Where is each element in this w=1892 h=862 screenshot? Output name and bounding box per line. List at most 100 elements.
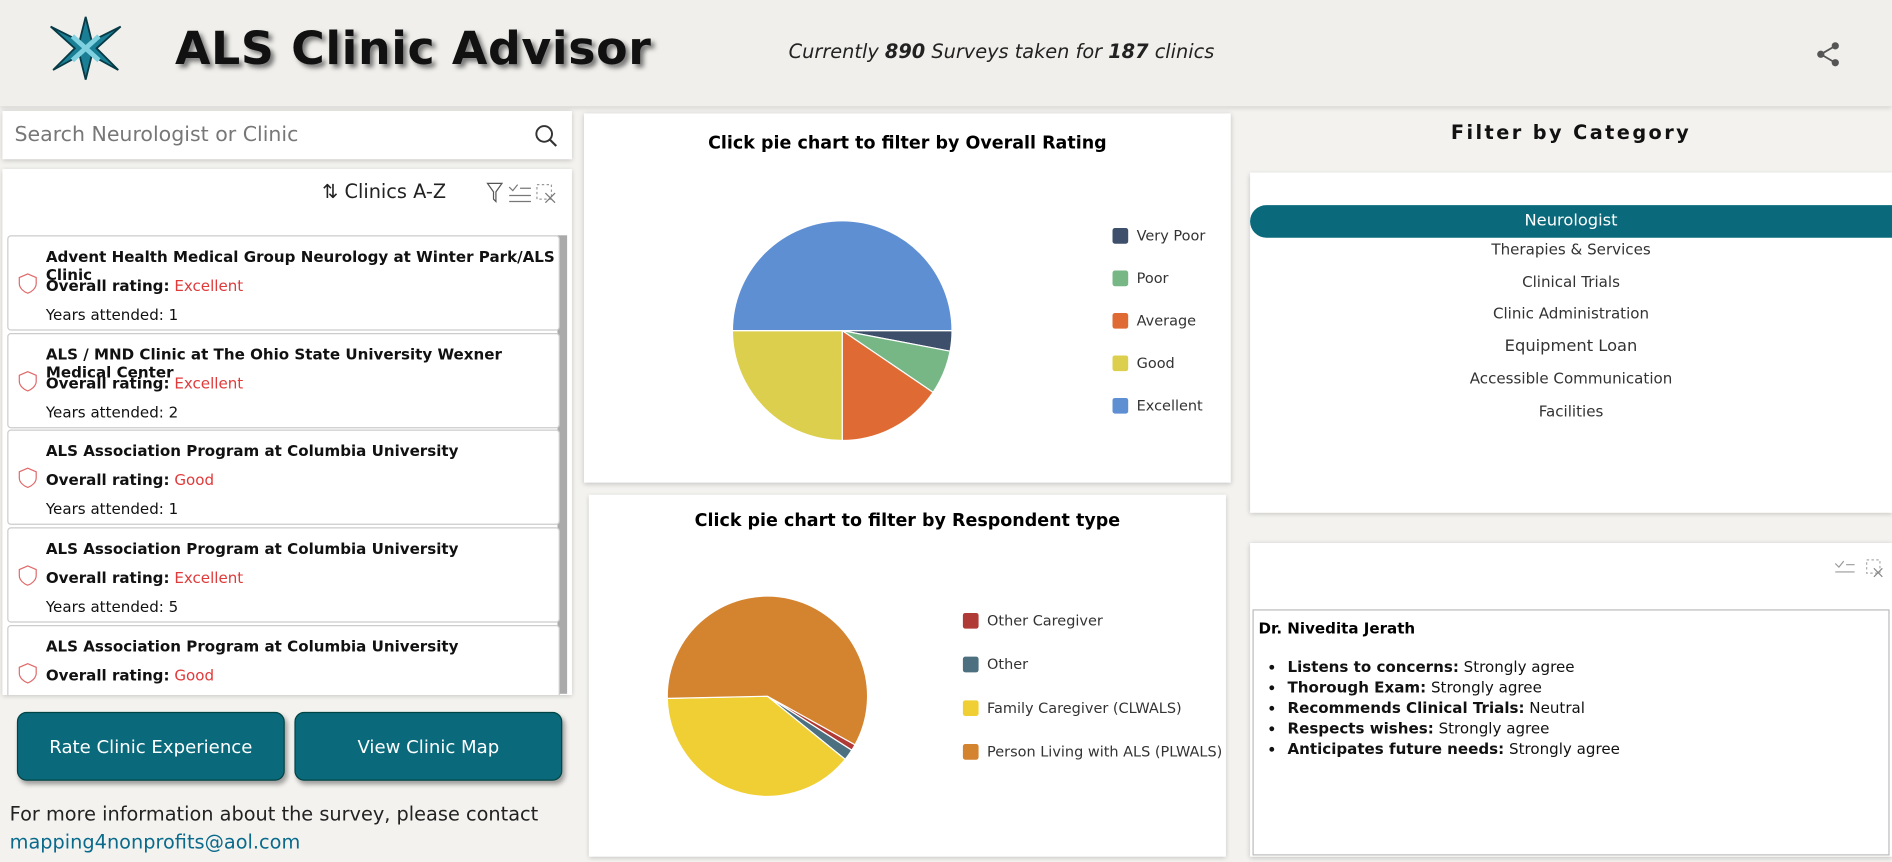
rating-label: Overall rating: [45,568,170,587]
sort-button[interactable]: ⇅ Clinics A-Z [322,179,447,203]
header: ALS Clinic Advisor Currently 890 Surveys… [0,0,1892,107]
detail-item: Listens to concerns: Strongly agree [1287,656,1619,677]
years-attended: Years attended: 1 [45,500,179,519]
pie-chart: Click pie chart to filter by Respondent … [666,511,1222,797]
clinic-icon [18,273,37,294]
list-tools[interactable] [485,181,560,205]
map-button[interactable]: View Clinic Map [294,711,563,781]
filter-item[interactable]: Accessible Communication [1469,368,1673,388]
pie-slice[interactable] [666,695,847,797]
rating-value: Good [174,471,215,490]
legend-swatch [962,656,979,673]
clinic-rating: Overall rating: Excellent [46,568,243,586]
detail-item: Anticipates future needs: Strongly agree [1287,738,1619,759]
legend-swatch [962,744,979,760]
pie-chart: Click pie chart to filter by Overall Rat… [708,134,1206,442]
clinic-card[interactable]: Advent Health Medical Group Neurology at… [7,235,560,331]
rating-label: Overall rating: [45,276,170,295]
text: Currently [788,39,879,63]
legend-label: Other [987,657,1028,673]
clinic-card[interactable]: ALS Association Program at Columbia Univ… [7,430,560,526]
search-icon[interactable] [535,124,559,148]
respondent-chart-panel: Click pie chart to filter by Respondent … [588,494,1226,857]
rating-value: Excellent [174,373,244,392]
legend-label: Average [1137,313,1197,329]
legend-label: Poor [1137,271,1169,287]
legend-swatch [962,700,979,717]
rating-label: Overall rating: [45,373,170,392]
clinic-icon [18,662,37,684]
detail-item: Thorough Exam: Strongly agree [1287,677,1619,698]
legend-swatch [1112,355,1129,372]
clinic-icon [18,370,37,392]
detail-item: Recommends Clinical Trials: Neutral [1287,697,1619,718]
rating-value: Excellent [174,276,244,295]
search-placeholder: Search Neurologist or Clinic [14,123,299,148]
detail-value: Strongly agree [1438,719,1550,738]
clinic-rating: Overall rating: Excellent [46,276,243,294]
rating-value: Good [174,665,215,684]
filter-item[interactable]: Equipment Loan [1504,336,1638,357]
icon-shape [18,565,37,586]
text: Surveys taken for [931,39,1103,63]
clinics: 187 [1108,39,1149,63]
rate-button[interactable]: Rate Clinic Experience [16,711,285,781]
contact-text: For more information about the survey, p… [9,802,539,826]
legend-label: Very Poor [1137,228,1206,244]
pie-slice[interactable] [731,220,953,332]
contact-email[interactable]: mapping4nonprofits@aol.com [9,830,301,854]
years-attended: Years attended: 2 [45,402,179,421]
filter-item[interactable]: Clinic Administration [1492,304,1650,323]
filter-item[interactable]: Neurologist [1250,205,1892,238]
filter-item[interactable]: Clinical Trials [1522,272,1620,291]
icon-shape [18,370,37,392]
detail-tools[interactable] [1834,557,1890,579]
detail-label: Anticipates future needs: [1287,739,1505,758]
surveys: 890 [884,39,926,63]
clinic-icon [18,467,37,489]
pie-slice[interactable] [731,330,843,442]
legend-swatch [1112,270,1129,287]
legend-label: Excellent [1137,398,1203,414]
detail-value: Neutral [1529,698,1585,717]
clinic-name: ALS Association Program at Columbia Univ… [45,539,459,558]
detail-value: Strongly agree [1463,657,1575,676]
detail-label: Respects wishes: [1287,719,1434,738]
clinic-icon [18,565,37,586]
app-title: ALS Clinic Advisor [174,21,652,75]
search-box[interactable]: Search Neurologist or Clinic [2,111,572,160]
years-attended: Years attended: 5 [45,597,179,616]
rating-value: Excellent [174,568,244,587]
clinic-list: ⇅ Clinics A-Z Advent Health Medical Grou… [2,168,572,696]
legend-label: Family Caregiver (CLWALS) [987,701,1182,717]
legend-label: Good [1137,356,1175,372]
detail-item: Respects wishes: Strongly agree [1287,718,1619,739]
clinic-rating: Overall rating: Excellent [46,374,243,392]
detail-list: Listens to concerns: Strongly agreeThoro… [1254,656,1619,759]
years-attended: Years attended: 1 [45,305,179,324]
clinic-card[interactable]: ALS / MND Clinic at The Ohio State Unive… [7,332,560,428]
share-button[interactable] [1816,41,1843,68]
pie-slice[interactable] [666,595,869,746]
rating-chart-panel: Click pie chart to filter by Overall Rat… [584,113,1231,483]
clinic-card[interactable]: ALS Association Program at Columbia Univ… [7,527,560,623]
pie-slice[interactable] [841,329,934,442]
legend-swatch [962,612,979,629]
detail-label: Thorough Exam: [1287,678,1427,697]
clinic-card[interactable]: ALS Association Program at Columbia Univ… [7,624,560,696]
icon-shape [18,273,37,294]
chart-title: Click pie chart to filter by Respondent … [695,511,1121,531]
legend-label: Other Caregiver [987,613,1103,629]
text: clinics [1154,39,1215,63]
rating-label: Overall rating: [45,665,170,684]
clinic-name: ALS / MND Clinic at The Ohio State Unive… [45,344,502,381]
filter-item[interactable]: Therapies & Services [1491,240,1651,259]
filter-item[interactable]: Facilities [1538,401,1604,420]
scrollbar[interactable] [557,235,568,694]
legend-label: Person Living with ALS (PLWALS) [987,744,1222,760]
detail-panel: Dr. Nivedita Jerath Listens to concerns:… [1250,542,1892,857]
detail-box: Dr. Nivedita Jerath Listens to concerns:… [1252,609,1890,856]
clinic-name: Advent Health Medical Group Neurology at… [45,247,555,284]
detail-value: Strongly agree [1509,739,1620,758]
